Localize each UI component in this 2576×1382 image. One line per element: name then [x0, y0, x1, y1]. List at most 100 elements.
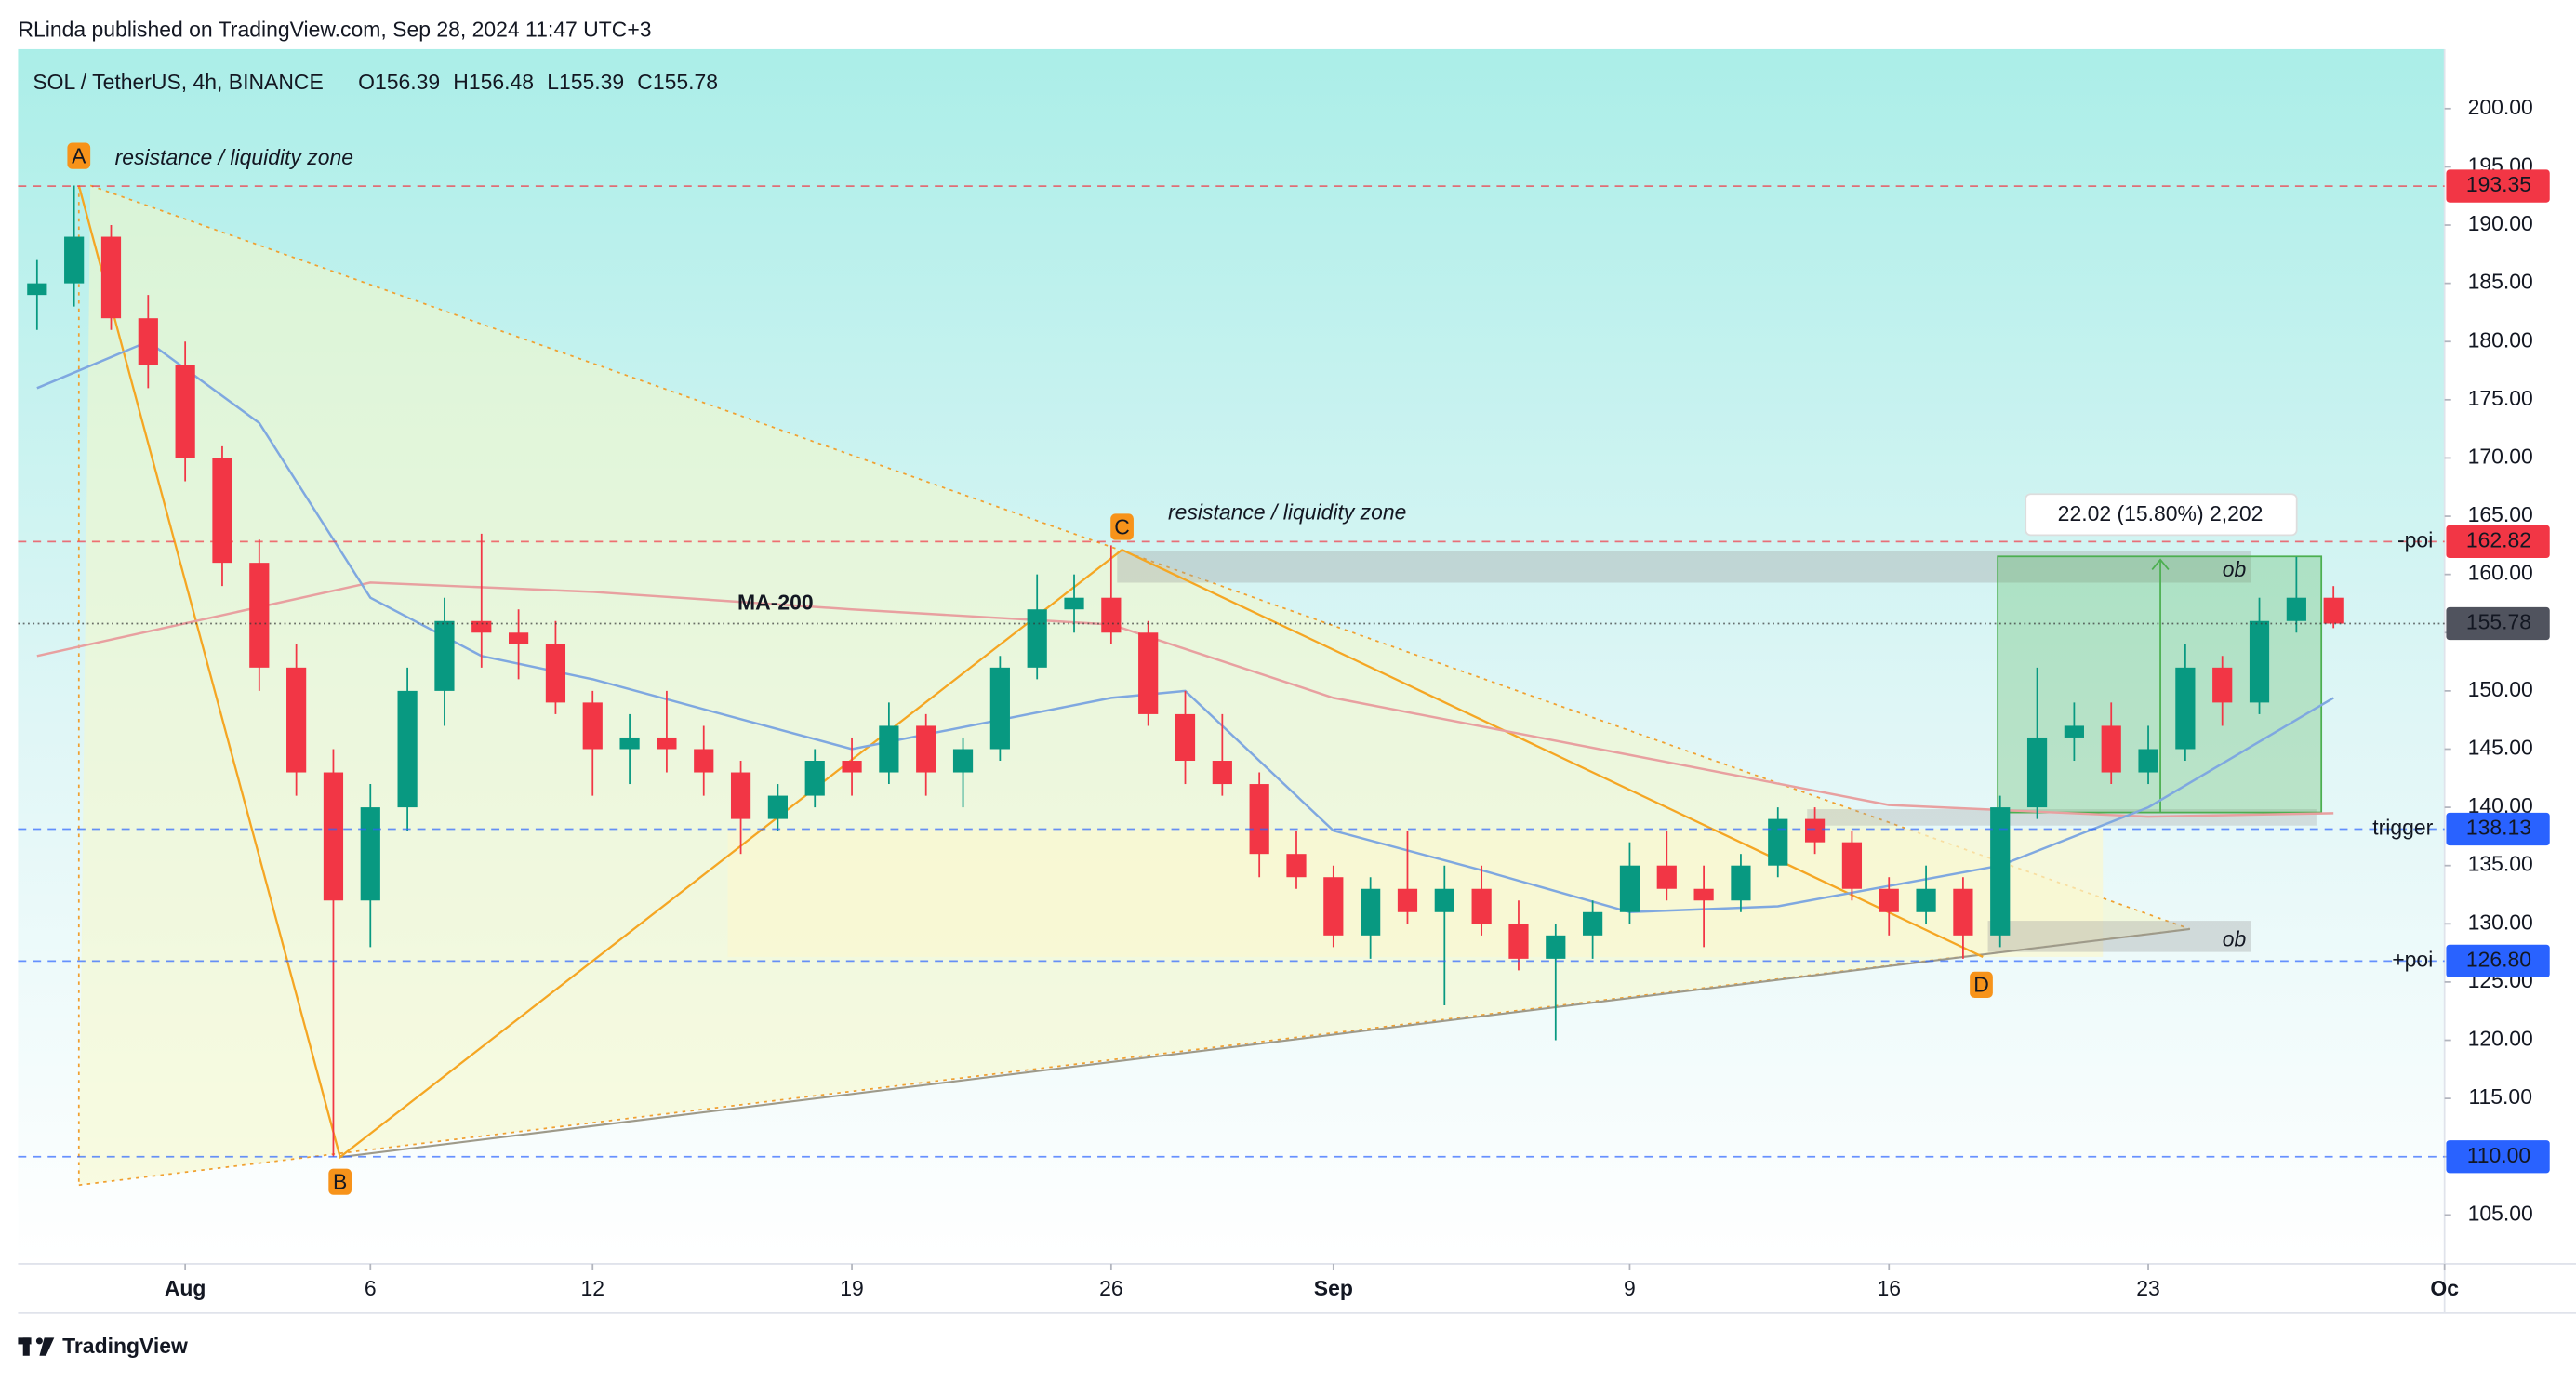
candle-body	[2212, 667, 2233, 703]
y-tick-label: 170.00	[2468, 445, 2533, 469]
price-badge-label: 126.80	[2466, 947, 2531, 971]
y-tick-label: 135.00	[2468, 852, 2533, 876]
y-tick-label: 150.00	[2468, 677, 2533, 701]
candle-body	[323, 772, 344, 901]
price-badge	[2446, 812, 2550, 846]
price-badge	[2446, 1140, 2550, 1174]
ob-label: ob	[2223, 926, 2247, 950]
candle-body	[1841, 842, 1863, 889]
measure-arrow-head	[2151, 558, 2170, 570]
ob-box	[1987, 921, 2251, 952]
series	[27, 185, 2344, 1157]
candle-body	[767, 795, 788, 819]
candle-body	[249, 563, 270, 668]
x-tick-label: Aug	[165, 1276, 206, 1300]
x-tick-label: 26	[1099, 1276, 1123, 1300]
candle-body	[1212, 761, 1232, 785]
candle-body	[694, 749, 714, 773]
candle-body	[2323, 597, 2344, 624]
candle-body	[1731, 865, 1751, 901]
candle-body	[138, 318, 158, 365]
candle-body	[916, 725, 936, 773]
candle-body	[434, 620, 455, 691]
candle-body	[2138, 749, 2158, 773]
y-tick-label: 185.00	[2468, 270, 2533, 294]
candle-body	[989, 667, 1010, 750]
ohlc-value: H156.48	[453, 70, 534, 94]
y-tick-label: 145.00	[2468, 736, 2533, 760]
candle-body	[1138, 632, 1159, 714]
candle-body	[286, 667, 307, 773]
candle-body	[582, 702, 603, 750]
price-badge	[2446, 525, 2550, 559]
candle-body	[1804, 818, 1826, 843]
x-tick-label: 12	[580, 1276, 604, 1300]
x-tick-label: Oc	[2430, 1276, 2459, 1300]
y-tick-label: 175.00	[2468, 386, 2533, 410]
candle-body	[1175, 713, 1196, 762]
candle-body	[1508, 924, 1529, 959]
price-badge	[2446, 944, 2550, 978]
candle-body	[619, 737, 640, 750]
zone-label: resistance / liquidity zone	[115, 145, 353, 169]
candle-body	[1916, 888, 1936, 912]
point-label: C	[1114, 514, 1130, 538]
candle-body	[730, 772, 751, 819]
price-badge-label: 110.00	[2467, 1143, 2531, 1167]
candle-body	[1471, 888, 1492, 924]
x-tick-label: 23	[2136, 1276, 2160, 1300]
candle-body	[1768, 818, 1788, 866]
candle-body	[397, 690, 418, 808]
candle-body	[1619, 865, 1640, 912]
zone-label: resistance / liquidity zone	[1168, 499, 1406, 524]
point-marker	[1110, 513, 1134, 540]
candle-body	[1434, 888, 1454, 912]
candle-body	[1249, 784, 1269, 855]
price-badge	[2446, 606, 2550, 641]
candle-body	[1693, 888, 1714, 901]
candle-body	[1583, 911, 1603, 936]
candle-body	[2064, 725, 2084, 738]
y-tick-label: 115.00	[2468, 1084, 2532, 1109]
measure-label: 22.02 (15.80%) 2,202	[2058, 501, 2264, 525]
point-label: A	[72, 143, 86, 167]
published-line: RLinda published on TradingView.com, Sep…	[18, 18, 651, 42]
candle-body	[2175, 667, 2196, 750]
brand: TradingView	[62, 1334, 188, 1358]
candle-body	[1879, 888, 1899, 912]
level-tag: +poi	[2392, 947, 2433, 971]
candle-body	[1101, 597, 1122, 633]
price-axis	[2444, 48, 2576, 1313]
candle-body	[27, 283, 47, 296]
candle-body	[212, 458, 232, 564]
candle-body	[1027, 609, 1047, 668]
level-tag: trigger	[2372, 816, 2433, 840]
candle-body	[1656, 865, 1677, 889]
candle-body	[1546, 935, 1566, 959]
price-badge-label: 138.13	[2466, 816, 2531, 840]
y-tick-label: 200.00	[2468, 95, 2533, 119]
point-marker	[328, 1168, 352, 1195]
candle-body	[2101, 725, 2121, 773]
candle-body	[657, 737, 677, 750]
x-tick-label: 19	[840, 1276, 864, 1300]
price-badge-label: 193.35	[2466, 172, 2531, 196]
y-tick-label: 130.00	[2468, 910, 2533, 934]
candle-body	[545, 644, 566, 703]
ohlc-value: C155.78	[637, 70, 718, 94]
candle-body	[1953, 888, 1973, 936]
candle-body	[360, 807, 380, 901]
candle-body	[804, 761, 825, 796]
y-tick-label: 105.00	[2468, 1201, 2533, 1225]
point-label: D	[1973, 973, 1989, 997]
measure-label-box	[2025, 493, 2298, 537]
ohlc-value: L155.39	[547, 70, 624, 94]
candle-body	[952, 749, 974, 773]
candle-body	[1286, 854, 1307, 878]
point-label: B	[333, 1170, 347, 1194]
ohlc-value: O156.39	[358, 70, 440, 94]
candle-body	[64, 236, 85, 284]
candle-body	[100, 236, 122, 319]
